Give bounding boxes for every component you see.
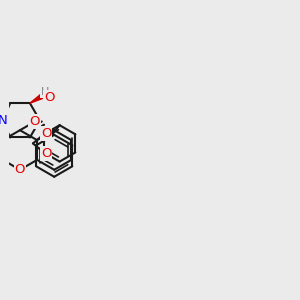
Polygon shape [30, 94, 43, 103]
Text: O: O [29, 115, 40, 128]
Text: O: O [15, 163, 25, 176]
Text: H: H [40, 87, 49, 97]
Text: O: O [41, 147, 51, 160]
Text: N: N [0, 114, 8, 127]
Text: O: O [41, 127, 51, 140]
Text: O: O [44, 91, 54, 104]
